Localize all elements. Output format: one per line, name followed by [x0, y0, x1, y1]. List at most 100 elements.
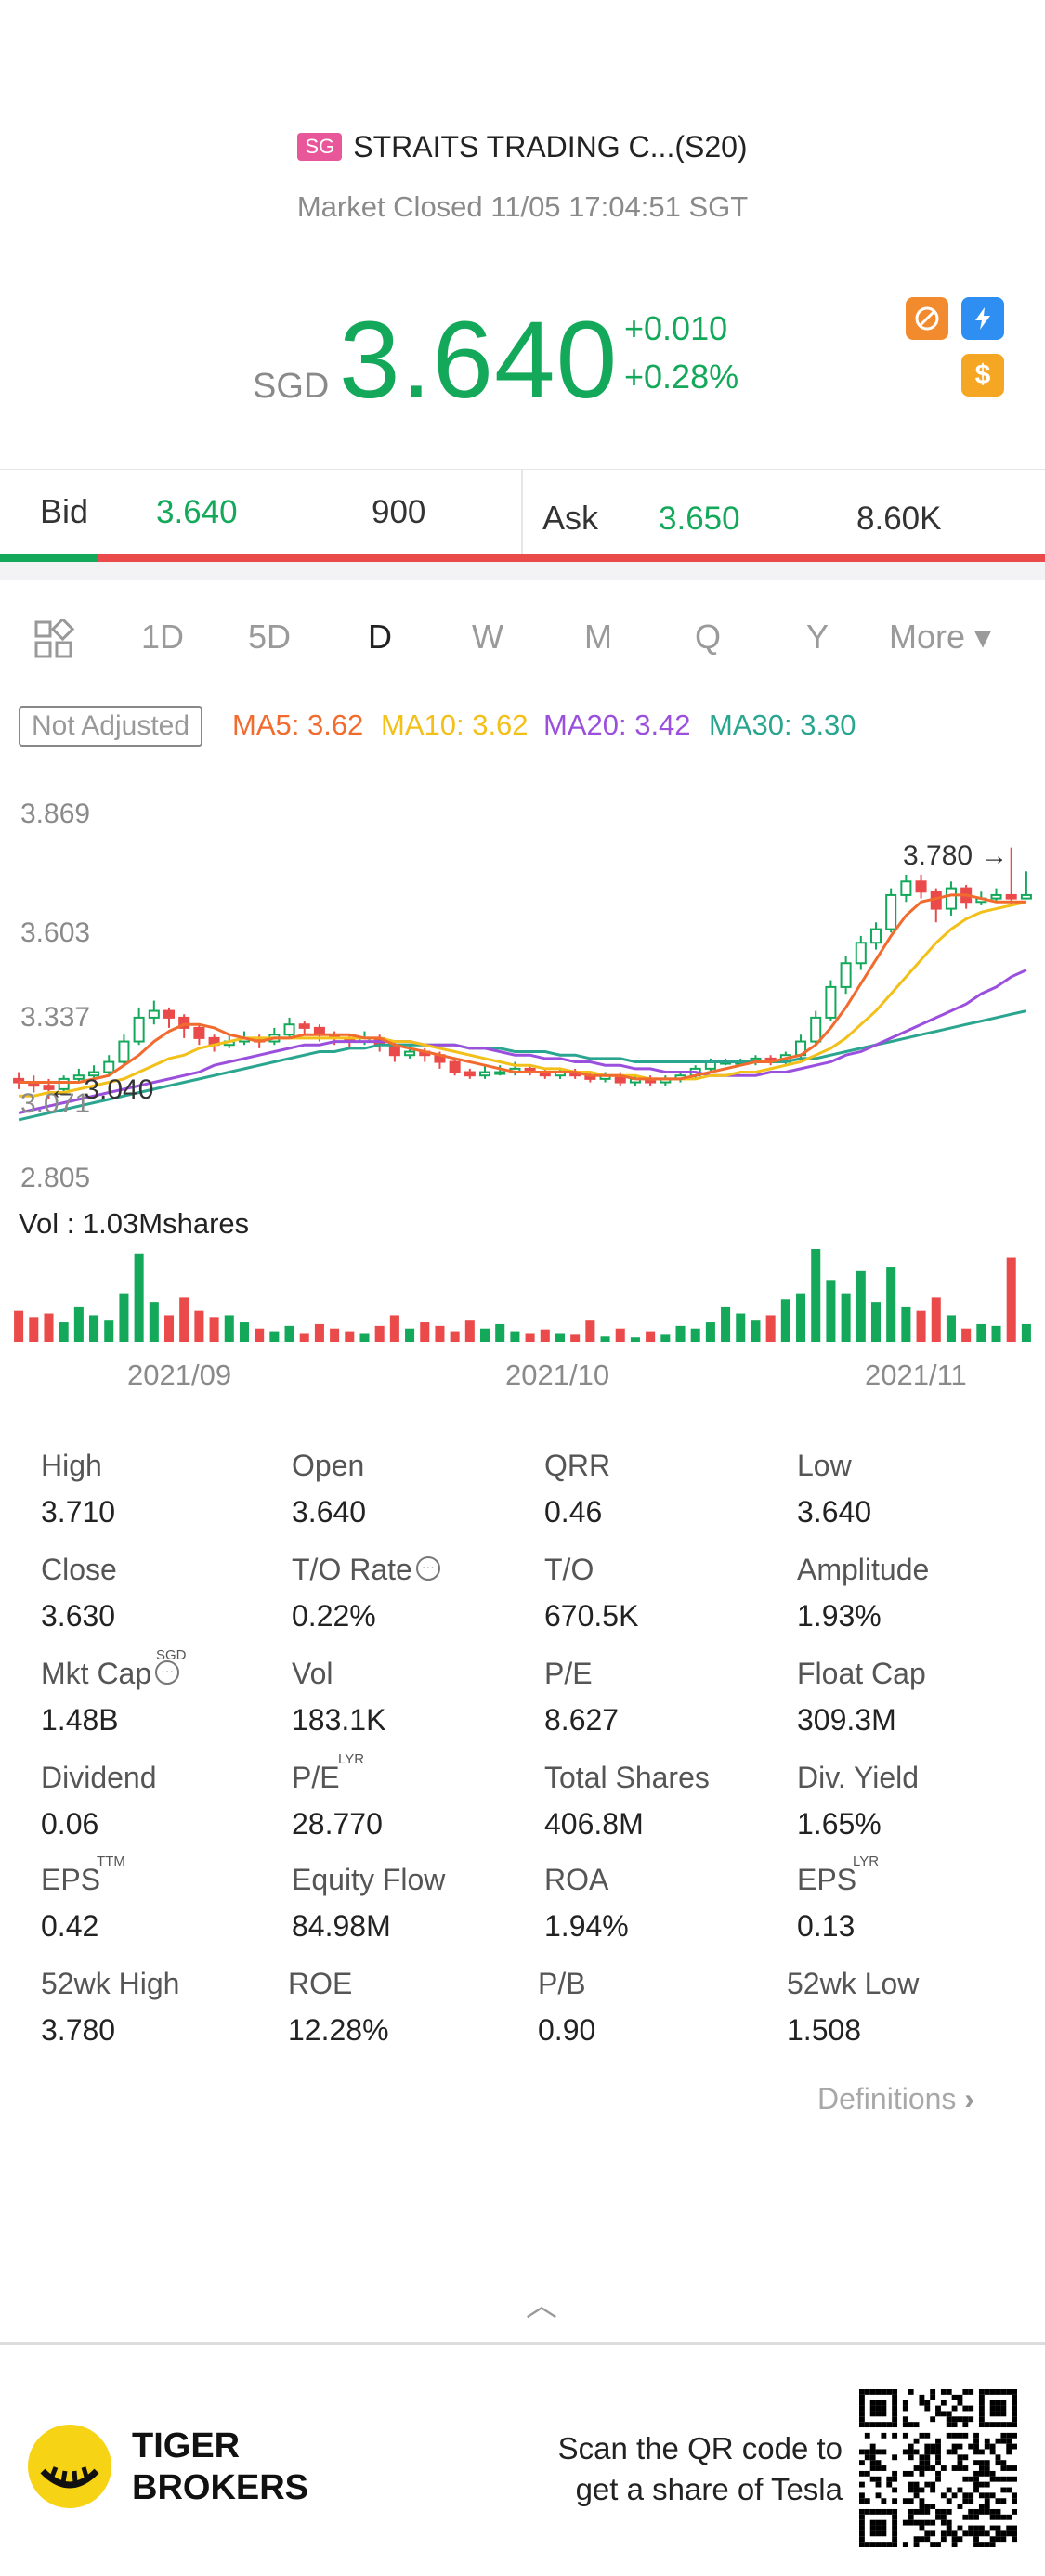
dollar-icon[interactable]: $: [961, 354, 1004, 397]
tab-w[interactable]: W: [472, 618, 503, 656]
arrow-right-icon: →: [973, 840, 1009, 871]
ma5-value: MA5: 3.62: [232, 709, 364, 741]
stat-label-text: Vol: [292, 1657, 333, 1690]
stat-label-text: EPS: [41, 1863, 101, 1896]
stat-value: 406.8M: [544, 1807, 644, 1841]
info-icon[interactable]: ···: [155, 1659, 180, 1685]
arrow-left-icon: ←: [48, 1074, 85, 1105]
volume-bar: [345, 1331, 355, 1342]
candle-body: [855, 942, 867, 965]
stat-value: 183.1K: [292, 1703, 386, 1737]
tab-d[interactable]: D: [368, 618, 392, 656]
volume-bar: [856, 1270, 866, 1342]
stat-label-text: P/E: [544, 1657, 593, 1690]
candle-body: [283, 1023, 295, 1036]
stat-label-text: ROA: [544, 1863, 609, 1896]
candle-body: [13, 1077, 25, 1084]
volume-bar: [555, 1333, 565, 1342]
stat-label-text: Close: [41, 1553, 117, 1586]
candle-body: [1020, 893, 1032, 900]
candle-body: [58, 1077, 70, 1090]
volume-bar: [239, 1322, 249, 1342]
volume-bar: [134, 1253, 144, 1342]
candle-body: [915, 880, 927, 893]
tab-5d[interactable]: 5D: [248, 618, 292, 656]
stat-label: Float Cap: [797, 1657, 926, 1691]
info-icon[interactable]: ···: [415, 1555, 440, 1581]
grid-icon[interactable]: [33, 617, 75, 665]
ma30-value: MA30: 3.30: [709, 709, 856, 741]
chevron-right-icon: ›: [964, 2082, 974, 2115]
volume-bar: [931, 1297, 941, 1342]
candlestick-chart[interactable]: [0, 780, 1045, 1356]
ask-size: 8.60K: [856, 501, 942, 537]
bid-label: Bid: [40, 492, 89, 530]
ma30-line: [18, 1009, 1027, 1122]
volume-bar: [721, 1306, 731, 1342]
stat-label: P/E: [292, 1761, 340, 1795]
tab-1d[interactable]: 1D: [141, 618, 185, 656]
chevron-up-icon[interactable]: ︿: [526, 2288, 557, 2323]
volume-bar: [946, 1315, 956, 1342]
candle-body: [1005, 893, 1017, 900]
stat-label-text: P/B: [538, 1967, 586, 2000]
stat-label-text: Low: [797, 1449, 852, 1482]
bid-ask-divider: [521, 469, 523, 560]
stat-label: Mkt Cap ···: [41, 1657, 180, 1691]
stat-label: Dividend: [41, 1761, 157, 1795]
volume-bar: [630, 1337, 640, 1342]
volume-bar: [44, 1313, 54, 1342]
volume-bar: [690, 1328, 700, 1342]
adjust-toggle[interactable]: Not Adjusted: [19, 706, 202, 747]
stat-label: Amplitude: [797, 1553, 929, 1587]
no-short-icon[interactable]: [906, 297, 948, 340]
volume-bar: [389, 1315, 399, 1342]
market-badge: SG: [297, 132, 343, 161]
last-price: 3.640: [339, 299, 619, 422]
volume-bar: [826, 1280, 836, 1342]
ma10-line: [19, 900, 1027, 1098]
stat-label-text: P/E: [292, 1761, 340, 1794]
stat-label-text: 52wk Low: [787, 1967, 920, 2000]
volume-bar: [811, 1249, 821, 1342]
stat-label: EPS: [41, 1863, 100, 1897]
candle-body: [72, 1074, 85, 1080]
stat-value: 3.780: [41, 2013, 116, 2047]
tab-m[interactable]: M: [584, 618, 612, 656]
stat-value: 3.630: [41, 1599, 116, 1633]
stat-value: 1.93%: [797, 1599, 882, 1633]
candle-body: [404, 1050, 416, 1057]
stat-label: ROA: [544, 1863, 608, 1897]
x-tick: 2021/10: [505, 1359, 610, 1391]
tab-y[interactable]: Y: [806, 618, 829, 656]
stat-value: 0.46: [544, 1495, 603, 1529]
volume-bar: [660, 1334, 671, 1342]
candle-body: [133, 1016, 145, 1043]
volume-bar: [59, 1322, 69, 1342]
ma5-line: [19, 893, 1026, 1084]
stat-value: 28.770: [292, 1807, 383, 1841]
definitions-link[interactable]: Definitions ›: [817, 2082, 974, 2116]
volume-bar: [73, 1306, 84, 1342]
candle-body: [945, 887, 957, 910]
tab-q[interactable]: Q: [695, 618, 722, 656]
stat-label: P/E: [544, 1657, 593, 1691]
stat-label-text: 52wk High: [41, 1967, 180, 2000]
volume-bar: [255, 1328, 265, 1342]
stat-value: 1.508: [787, 2013, 862, 2047]
stat-label: QRR: [544, 1449, 610, 1483]
volume-bar: [405, 1328, 415, 1342]
candle-body: [900, 880, 912, 896]
candle-body: [840, 962, 852, 988]
stat-value: 8.627: [544, 1703, 620, 1737]
ask-volume-bar: [98, 554, 1045, 562]
flash-icon[interactable]: [961, 297, 1004, 340]
volume-bar: [269, 1331, 280, 1342]
stat-label: Open: [292, 1449, 364, 1483]
volume-bar: [163, 1315, 175, 1342]
brand-line1: TIGER: [132, 2426, 241, 2465]
tab-more[interactable]: More ▾: [889, 618, 992, 656]
volume-bar: [765, 1315, 776, 1342]
stat-label-text: T/O: [544, 1553, 594, 1586]
volume-bar: [780, 1299, 790, 1342]
